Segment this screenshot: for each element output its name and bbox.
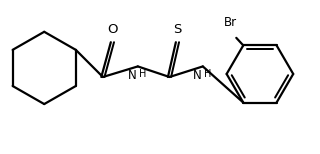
- Text: O: O: [107, 23, 118, 36]
- Text: H: H: [140, 69, 147, 79]
- Text: S: S: [173, 23, 182, 36]
- Text: N: N: [127, 69, 136, 82]
- Text: H: H: [204, 69, 212, 79]
- Text: N: N: [193, 69, 201, 82]
- Text: Br: Br: [224, 16, 237, 29]
